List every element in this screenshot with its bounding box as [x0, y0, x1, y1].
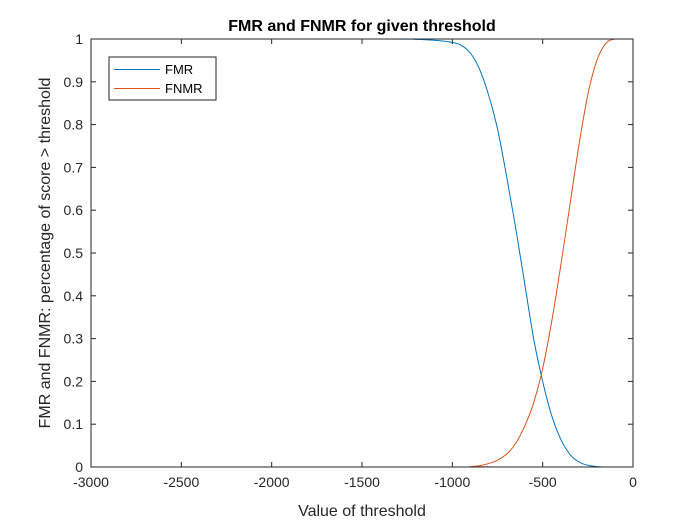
x-tick-label: -2000 [254, 474, 290, 490]
series-line-fmr [90, 38, 633, 468]
y-tick-label: 0.5 [64, 245, 84, 261]
x-tick-label: -1000 [434, 474, 470, 490]
axes-box [90, 38, 634, 468]
x-tick-label: -2500 [163, 474, 199, 490]
y-tick-label: 0.4 [64, 288, 84, 304]
y-tick-label: 0 [75, 459, 83, 475]
x-tick-label: -3000 [73, 474, 109, 490]
plot-area [91, 39, 633, 467]
chart-title: FMR and FNMR for given threshold [228, 18, 496, 35]
y-axis-label: FMR and FNMR: percentage of score > thre… [37, 78, 54, 429]
y-tick-label: 1 [75, 31, 83, 47]
tick-layer: -3000 -2500 -2000 -1500 -1000 -500 0 0 0.1 0.2 0.3… [64, 31, 638, 490]
legend-label-fmr: FMR [165, 62, 193, 77]
y-tick-label: 0.3 [64, 331, 84, 347]
x-axis-label: Value of threshold [298, 503, 426, 520]
y-tick-label: 0.8 [64, 117, 84, 133]
y-tick-label: 0.6 [64, 202, 84, 218]
x-tick-label: 0 [629, 474, 637, 490]
y-tick-label: 0.9 [64, 74, 84, 90]
x-tick-label: -1500 [344, 474, 380, 490]
legend-box [108, 56, 217, 101]
legend-label-fnmr: FNMR [165, 81, 203, 96]
y-tick-label: 0.7 [64, 159, 84, 175]
legend: FMR FNMR [108, 56, 217, 101]
y-tick-label: 0.1 [64, 416, 84, 432]
x-tick-label: -500 [529, 474, 557, 490]
y-tick-label: 0.2 [64, 373, 84, 389]
